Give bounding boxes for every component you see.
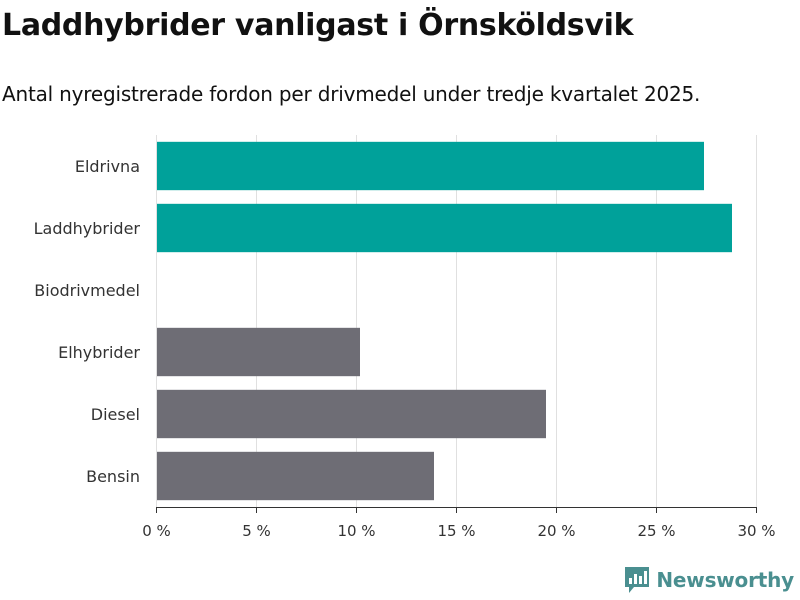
category-label: Bensin xyxy=(86,467,140,486)
brand-name: Newsworthy xyxy=(656,568,794,592)
chart-subtitle: Antal nyregistrerade fordon per drivmede… xyxy=(2,82,701,106)
newsworthy-brand: Newsworthy xyxy=(624,566,794,594)
category-label: Biodrivmedel xyxy=(34,281,140,300)
x-tick-label: 30 % xyxy=(737,522,775,540)
bar xyxy=(156,389,546,439)
category-label: Laddhybrider xyxy=(34,219,141,238)
x-tick-label: 20 % xyxy=(537,522,575,540)
x-tick-label: 10 % xyxy=(337,522,375,540)
bars xyxy=(156,141,732,501)
category-label: Eldrivna xyxy=(75,157,140,176)
x-tick-label: 5 % xyxy=(242,522,271,540)
newsworthy-logo-icon xyxy=(625,567,650,593)
x-tick-label: 25 % xyxy=(637,522,675,540)
x-axis: 0 % 5 % 10 % 15 % 20 % 25 % 30 % xyxy=(142,135,776,540)
x-tick-label: 15 % xyxy=(437,522,475,540)
bar xyxy=(156,141,704,191)
chart-title: Laddhybrider vanligast i Örnsköldsvik xyxy=(2,8,634,43)
category-label: Diesel xyxy=(91,405,140,424)
x-tick-label: 0 % xyxy=(142,522,171,540)
bar xyxy=(156,451,434,501)
category-labels: Eldrivna Laddhybrider Biodrivmedel Elhybrid… xyxy=(34,157,141,486)
gridlines xyxy=(256,135,757,507)
bar xyxy=(156,203,732,253)
bar xyxy=(156,327,360,377)
category-label: Elhybrider xyxy=(58,343,140,362)
